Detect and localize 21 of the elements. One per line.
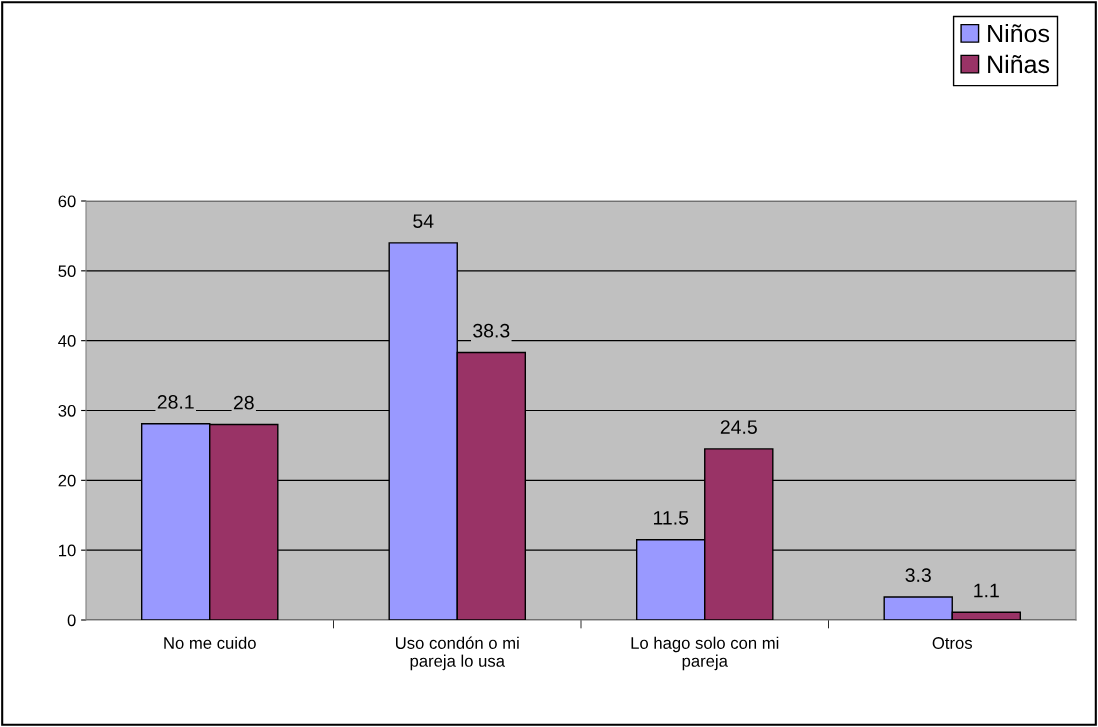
y-tick-label: 20 [58, 474, 76, 487]
x-tick-label: Otros [932, 637, 973, 649]
y-tick-label: 60 [58, 195, 76, 208]
data-label: 38.3 [473, 323, 510, 338]
legend-label: Niñas [988, 54, 1050, 74]
x-tick-label: Lo hago solo con mi pareja [631, 636, 779, 671]
y-tick-label: 50 [58, 265, 76, 278]
y-tick-label: 0 [67, 614, 76, 627]
data-label: 54 [413, 214, 434, 228]
data-label: 1.1 [974, 583, 999, 598]
x-tick-label: No me cuido [164, 636, 256, 649]
legend-label: Niños [988, 24, 1050, 43]
data-label: 28.1 [157, 395, 194, 409]
y-tick-label: 10 [59, 544, 76, 557]
data-label: 24.5 [720, 420, 757, 434]
x-tick-label: Uso condón o mi pareja lo usa [396, 636, 519, 671]
data-label: 11.5 [654, 511, 689, 525]
data-label: 28 [233, 395, 254, 410]
y-tick-label: 40 [58, 335, 76, 347]
data-label: 3.3 [905, 568, 931, 582]
y-tick-label: 30 [58, 404, 76, 417]
